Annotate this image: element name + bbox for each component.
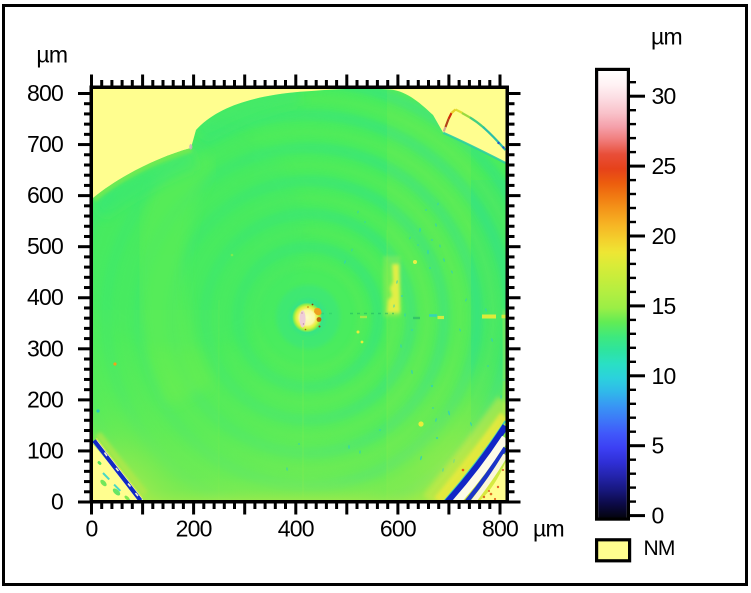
svg-text:400: 400 bbox=[27, 284, 63, 310]
svg-text:µm: µm bbox=[533, 515, 564, 541]
svg-text:0: 0 bbox=[86, 515, 98, 541]
svg-text:800: 800 bbox=[27, 80, 63, 106]
svg-text:5: 5 bbox=[652, 433, 664, 459]
svg-text:10: 10 bbox=[652, 363, 676, 389]
svg-text:µm: µm bbox=[651, 24, 682, 50]
svg-text:300: 300 bbox=[27, 335, 63, 361]
svg-text:0: 0 bbox=[51, 489, 63, 515]
svg-text:600: 600 bbox=[27, 182, 63, 208]
svg-text:20: 20 bbox=[652, 223, 676, 249]
svg-text:100: 100 bbox=[27, 437, 63, 463]
svg-text:200: 200 bbox=[176, 515, 212, 541]
svg-text:25: 25 bbox=[652, 153, 676, 179]
svg-text:500: 500 bbox=[27, 233, 63, 259]
svg-text:700: 700 bbox=[27, 131, 63, 157]
svg-text:600: 600 bbox=[380, 515, 416, 541]
svg-text:800: 800 bbox=[482, 515, 518, 541]
svg-text:µm: µm bbox=[36, 42, 67, 68]
svg-text:400: 400 bbox=[278, 515, 314, 541]
svg-text:15: 15 bbox=[652, 293, 676, 319]
svg-text:200: 200 bbox=[27, 386, 63, 412]
svg-text:NM: NM bbox=[644, 537, 675, 560]
svg-text:0: 0 bbox=[652, 503, 664, 529]
svg-text:30: 30 bbox=[652, 83, 676, 109]
